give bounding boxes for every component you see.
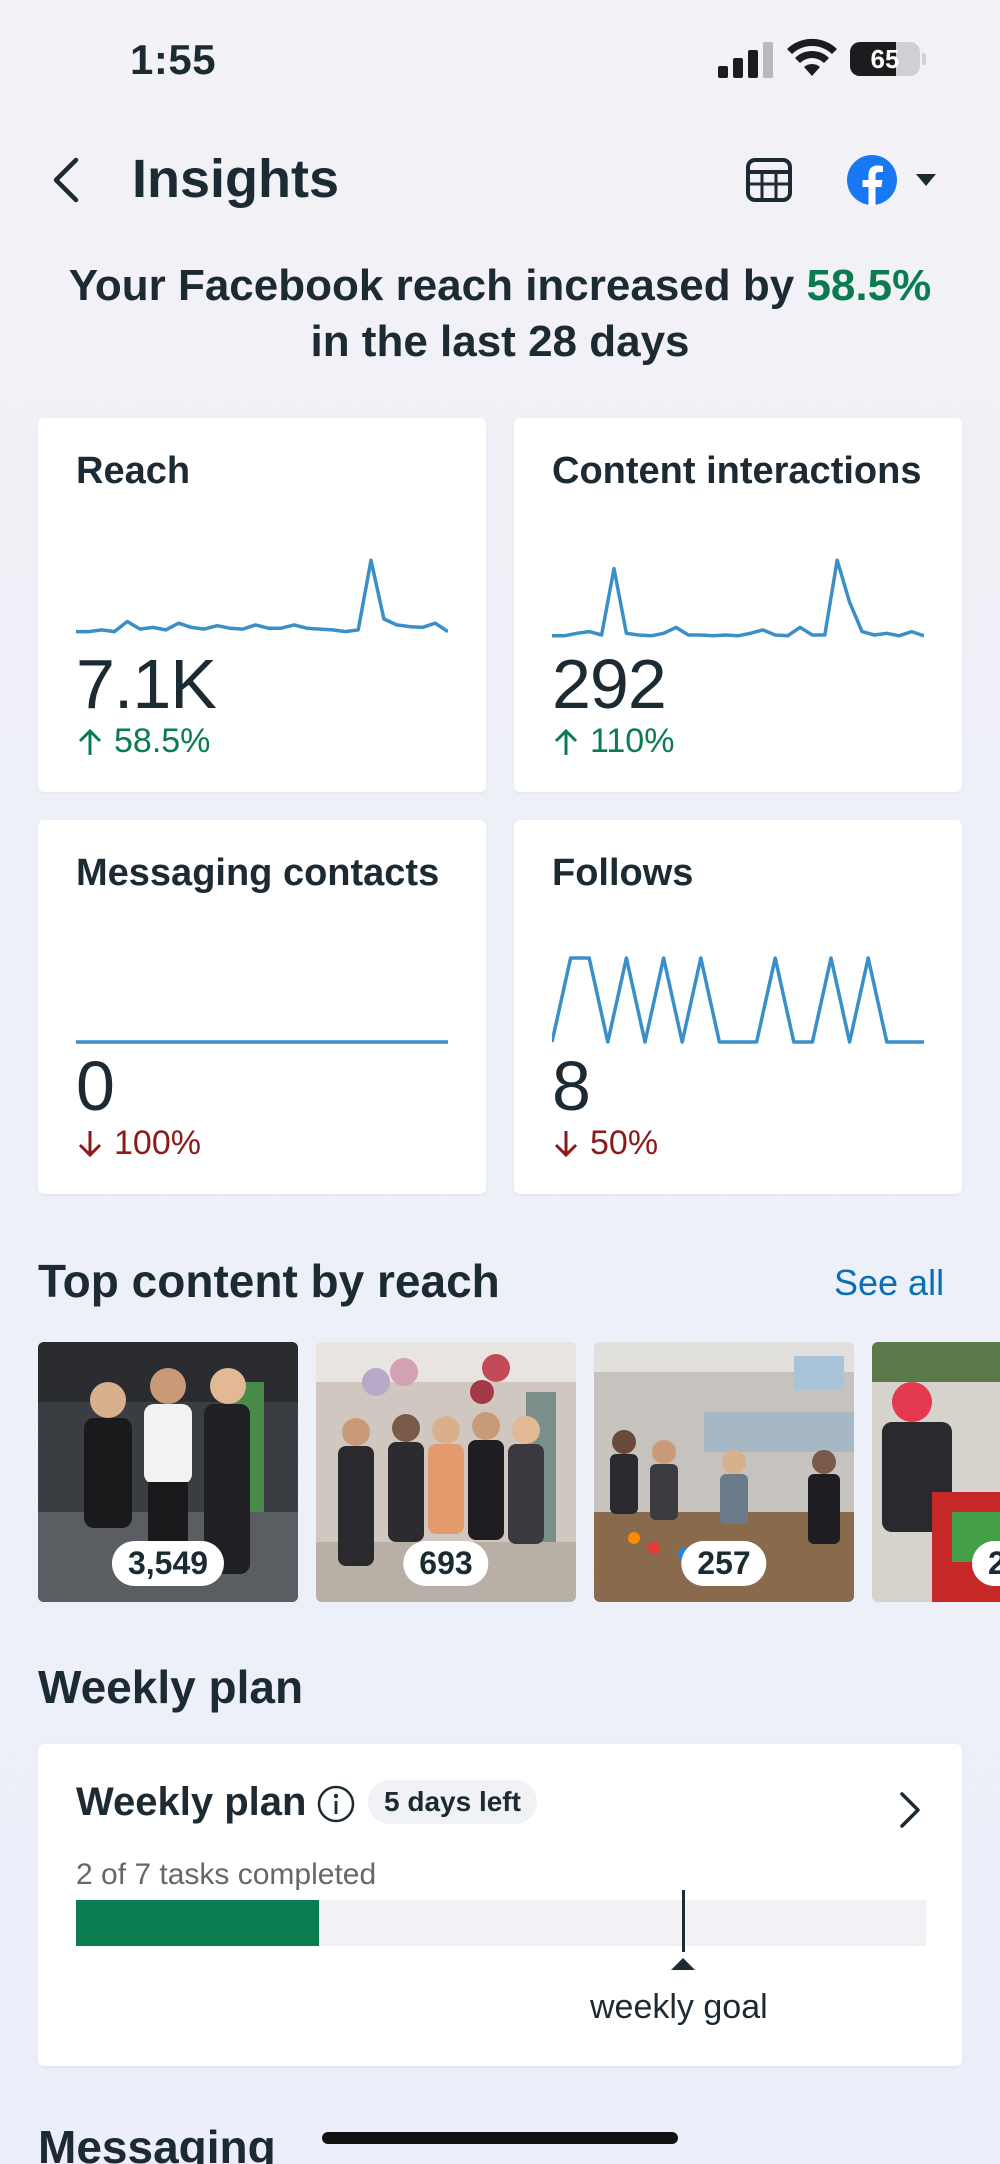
sparkline-path — [552, 956, 924, 1044]
weekly-goal-marker — [682, 1890, 686, 1952]
battery-level: 65 — [870, 44, 900, 74]
metric-value: 0 — [76, 1047, 115, 1125]
metric-change-value: 50% — [590, 1124, 659, 1162]
arrow-up-icon — [78, 728, 102, 755]
chevron-down-icon — [916, 174, 936, 186]
weekly-plan-section-title: Weekly plan — [38, 1661, 304, 1713]
metric-card-reach[interactable]: Reach 7.1K 58.5% — [38, 418, 486, 792]
cellular-signal-icon — [718, 42, 773, 78]
sparkline-path — [76, 558, 448, 634]
metric-value: 292 — [552, 645, 667, 723]
top-content-post-2[interactable]: 693 — [316, 1342, 576, 1602]
account-switcher[interactable] — [846, 154, 942, 206]
metric-change-value: 100% — [114, 1124, 201, 1162]
back-chevron-icon[interactable] — [44, 152, 88, 208]
calendar-icon[interactable] — [744, 154, 794, 204]
tasks-completed-text: 2 of 7 tasks completed — [76, 1858, 377, 1891]
weekly-plan-progress-bar — [76, 1900, 926, 1946]
reach-count-badge: 693 — [403, 1541, 489, 1586]
post-photo-event — [872, 1342, 1000, 1602]
metric-change-value: 110% — [590, 722, 675, 760]
info-icon[interactable] — [316, 1784, 356, 1824]
reach-headline: Your Facebook reach increased by 58.5% i… — [0, 258, 1000, 370]
arrow-down-icon — [554, 1130, 578, 1157]
arrow-down-icon — [78, 1130, 102, 1157]
weekly-plan-card[interactable]: Weekly plan 5 days left 2 of 7 tasks com… — [38, 1744, 962, 2066]
reach-count-badge: 3,549 — [111, 1541, 225, 1586]
chevron-right-icon[interactable] — [896, 1790, 924, 1830]
metric-value: 8 — [552, 1047, 591, 1125]
status-bar: 1:55 65 — [0, 0, 1000, 120]
metric-change: 110% — [552, 722, 674, 761]
messaging-section-title: Messaging — [38, 2121, 276, 2164]
days-left-badge: 5 days left — [368, 1780, 537, 1824]
headline-prefix: Your Facebook reach increased by — [68, 261, 807, 310]
facebook-logo-icon — [847, 155, 936, 206]
headline-highlight: 58.5% — [806, 261, 932, 310]
status-time: 1:55 — [130, 36, 217, 83]
metric-value: 7.1K — [76, 645, 217, 723]
metric-card-messaging-contacts[interactable]: Messaging contacts 0 100% — [38, 820, 486, 1194]
sparkline-path — [552, 558, 924, 638]
battery-icon: 65 — [850, 42, 926, 76]
metric-card-follows[interactable]: Follows 8 50% — [514, 820, 962, 1194]
metric-label: Content interactions — [552, 450, 922, 492]
progress-fill — [76, 1900, 319, 1946]
sparkline-follows — [552, 956, 924, 1044]
top-content-title: Top content by reach — [38, 1255, 500, 1307]
arrow-up-icon — [554, 728, 578, 755]
metric-change-value: 58.5% — [114, 722, 211, 760]
metric-change: 58.5% — [76, 722, 210, 761]
metric-card-content-interactions[interactable]: Content interactions 292 110% — [514, 418, 962, 792]
metric-label: Reach — [76, 450, 191, 492]
top-content-post-1[interactable]: 3,549 — [38, 1342, 298, 1602]
caret-up-icon — [671, 1958, 696, 1970]
sparkline-messaging-contacts — [76, 1040, 448, 1044]
weekly-plan-card-title: Weekly plan — [76, 1780, 307, 1824]
header: Insights — [0, 140, 1000, 220]
metric-label: Messaging contacts — [76, 852, 440, 894]
reach-count-badge: 25 — [972, 1541, 1000, 1586]
see-all-link[interactable]: See all — [834, 1262, 945, 1303]
page-title: Insights — [132, 149, 340, 209]
sparkline-reach — [76, 558, 448, 634]
headline-suffix: in the last 28 days — [310, 317, 690, 366]
metric-change: 100% — [76, 1124, 201, 1163]
metric-label: Follows — [552, 852, 694, 894]
metric-change: 50% — [552, 1124, 658, 1163]
home-indicator — [322, 2132, 678, 2144]
top-content-post-3[interactable]: 257 — [594, 1342, 854, 1602]
wifi-icon — [787, 38, 837, 76]
top-content-post-4[interactable]: 25 — [872, 1342, 1000, 1602]
reach-count-badge: 257 — [681, 1541, 767, 1586]
sparkline-content-interactions — [552, 558, 924, 638]
weekly-goal-label: weekly goal — [590, 1988, 768, 2026]
